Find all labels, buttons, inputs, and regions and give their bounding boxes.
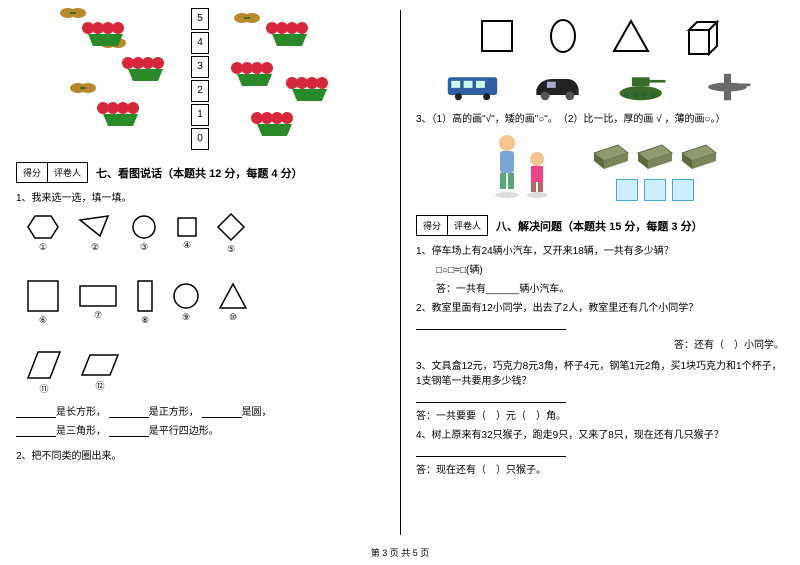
- fill-line-1: 是长方形， 是正方形， 是圆，: [16, 403, 384, 418]
- reviewer-label: 评卷人: [448, 216, 487, 235]
- books-column: [592, 143, 718, 201]
- shape-triangle: ②: [78, 214, 112, 253]
- number-ladder: 5 4 3 2 1 0: [191, 8, 209, 152]
- q8-3-ans: 答：一共要要（ ）元（ ）角。: [416, 407, 784, 422]
- vehicles-row: [416, 72, 784, 102]
- flower-group-left: [53, 8, 183, 148]
- q8-3-blank: [416, 391, 784, 403]
- shape-diamond: ⑤: [216, 212, 246, 255]
- square-icon: [479, 18, 515, 54]
- book-thick-icon: [680, 143, 718, 171]
- thin-square: [616, 179, 638, 201]
- compare-scene: [416, 131, 784, 201]
- triangle-icon: [611, 18, 651, 54]
- shape-circle: ③: [130, 214, 158, 253]
- shape-circle2: ⑨: [172, 282, 200, 323]
- page-footer: 第 3 页 共 5 页: [0, 546, 800, 559]
- shape-rect-tall: ⑧: [136, 279, 154, 326]
- car-icon: [530, 72, 585, 102]
- score-box: 得分 评卷人: [416, 215, 488, 236]
- q8-1-ans: 答：一共有______辆小汽车。: [436, 280, 784, 295]
- thick-books: [592, 143, 718, 171]
- top-shapes-row: [416, 18, 784, 58]
- bus-icon: [445, 72, 500, 102]
- flower-ladder-scene: 5 4 3 2 1 0: [16, 8, 384, 152]
- q8-2-blank: [416, 318, 784, 330]
- q8-2-ans: 答：还有（ ）小同学。: [416, 336, 784, 351]
- q8-4: 4、树上原来有32只猴子，跑走9只，又来了8只，现在还有几只猴子？: [416, 426, 784, 441]
- section7-header: 得分 评卷人 七、看图说话（本题共 12 分，每题 4 分）: [16, 162, 384, 183]
- ladder-cell: 0: [191, 128, 209, 150]
- q8-1-formula: □○□=□(辆): [436, 261, 784, 276]
- shape-triangle2: ⑩: [218, 282, 248, 323]
- cube-icon: [681, 18, 721, 58]
- score-label: 得分: [17, 163, 48, 182]
- section8-header: 得分 评卷人 八、解决问题（本题共 15 分，每题 3 分）: [416, 215, 784, 236]
- section7-title: 七、看图说话（本题共 12 分，每题 4 分）: [96, 165, 303, 181]
- thin-square: [644, 179, 666, 201]
- shape-grid: ① ② ③ ④ ⑤ ⑥ ⑦ ⑧ ⑨ ⑩ ⑪ ⑫: [16, 208, 384, 399]
- thin-squares: [616, 179, 694, 201]
- q8-2: 2、教室里面有12小同学，出去了2人，教室里还有几个小同学？: [416, 299, 784, 314]
- left-column: 5 4 3 2 1 0 得分 评卷人 七、看图说话（本题共 12 分，: [0, 0, 400, 565]
- plane-icon: [700, 72, 755, 102]
- shape-parallelogram2: ⑫: [80, 353, 120, 392]
- book-thick-icon: [592, 143, 630, 171]
- ladder-cell: 1: [191, 104, 209, 126]
- score-box: 得分 评卷人: [16, 162, 88, 183]
- thin-square: [672, 179, 694, 201]
- kids-illustration: [482, 131, 572, 201]
- q7-1: 1、我来选一选，填一填。: [16, 189, 384, 204]
- oval-icon: [545, 18, 581, 54]
- ladder-cell: 2: [191, 80, 209, 102]
- shape-square-lg: ⑥: [26, 279, 60, 326]
- ladder-cell: 3: [191, 56, 209, 78]
- q8-4-blank: [416, 445, 784, 457]
- fill-line-2: 是三角形， 是平行四边形。: [16, 422, 384, 437]
- ladder-cell: 5: [191, 8, 209, 30]
- q8-3: 3、文具盒12元，巧克力8元3角，杯子4元，钢笔1元2角，买1块巧克力和1个杯子…: [416, 357, 784, 387]
- shape-rect-wide: ⑦: [78, 284, 118, 321]
- q8-1: 1、停车场上有24辆小汽车，又开来18辆，一共有多少辆？: [416, 242, 784, 257]
- right-column: 3、（1）高的画"√"，矮的画"○"。 （2）比一比，厚的画 √ ，薄的画○。）: [400, 0, 800, 565]
- q7-2: 2、把不同类的圈出来。: [16, 447, 384, 462]
- q-right-3: 3、（1）高的画"√"，矮的画"○"。 （2）比一比，厚的画 √ ，薄的画○。）: [416, 110, 784, 125]
- tank-icon: [615, 72, 670, 102]
- score-label: 得分: [417, 216, 448, 235]
- reviewer-label: 评卷人: [48, 163, 87, 182]
- flower-group-right: [217, 8, 347, 148]
- shape-hexagon: ①: [26, 214, 60, 253]
- book-thick-icon: [636, 143, 674, 171]
- shape-square-sm: ④: [176, 216, 198, 251]
- shape-parallelogram1: ⑪: [26, 350, 62, 395]
- section8-title: 八、解决问题（本题共 15 分，每题 3 分）: [496, 218, 703, 234]
- ladder-cell: 4: [191, 32, 209, 54]
- q8-4-ans: 答：现在还有（ ）只猴子。: [416, 461, 784, 476]
